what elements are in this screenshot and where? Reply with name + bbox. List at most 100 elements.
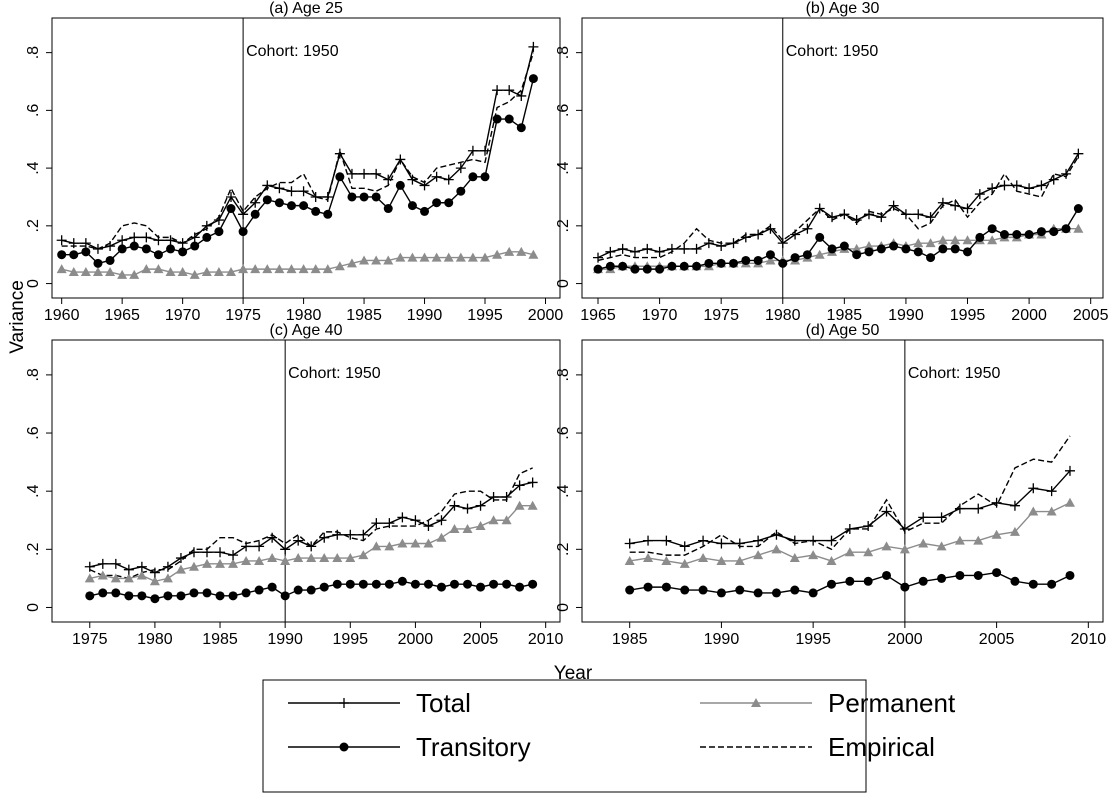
data-point [844,547,855,557]
data-point [476,582,486,592]
data-point [332,579,342,589]
y-tick-label: .2 [25,219,42,232]
data-point [444,198,454,208]
data-point [117,244,127,254]
data-point [262,264,273,274]
data-point [630,264,640,274]
data-point [814,249,825,259]
data-point [624,538,635,549]
data-point [826,555,837,565]
data-point [345,579,355,589]
data-point [987,235,998,245]
data-point [201,267,212,277]
data-point [346,168,357,179]
data-point [515,582,525,592]
data-point [80,238,91,249]
x-tick-label: 1990 [407,307,443,324]
data-point [176,591,186,601]
data-point [92,243,103,254]
data-point [202,232,212,242]
data-point [488,491,499,502]
data-point [973,503,984,514]
data-point [888,200,899,211]
panel-title: (b) Age 30 [806,0,880,17]
legend-label: Transitory [416,732,531,762]
x-tick-label: 1995 [332,631,368,648]
data-point [844,523,855,534]
data-point [527,500,538,510]
data-point [149,567,160,578]
data-point [629,246,640,257]
data-point [827,212,838,223]
data-point [661,535,672,546]
data-point [165,235,176,246]
y-tick-label: .6 [555,104,572,117]
data-point [765,250,775,260]
data-point [298,186,309,197]
data-point [679,261,689,271]
data-point [605,261,615,271]
data-point [504,85,515,96]
data-point [1009,526,1020,536]
data-point [57,250,67,260]
data-point [250,264,261,274]
data-point [456,186,466,196]
data-point [753,550,764,560]
data-point [1046,486,1057,497]
data-point [449,500,460,511]
y-tick-label: .4 [555,484,572,497]
plot-frame [581,17,1104,299]
data-point [991,529,1002,539]
data-point [371,168,382,179]
data-point [423,538,434,548]
data-point [306,541,317,552]
data-point [661,555,672,565]
data-point [698,553,709,563]
x-tick-label: 2000 [887,631,923,648]
data-point [423,579,433,589]
x-tick-label: 1990 [704,631,740,648]
data-point [286,264,297,274]
data-point [383,255,394,265]
data-point [642,264,652,274]
data-point [56,264,67,274]
data-point [358,550,369,560]
legend-label: Empirical [828,732,935,762]
data-point [962,235,973,245]
x-tick-label: 1990 [267,631,303,648]
data-point [899,544,910,554]
data-point [267,553,278,563]
data-point [528,41,539,52]
data-point [462,503,473,514]
data-point [516,123,526,133]
data-point [852,250,862,260]
data-point [826,535,837,546]
data-point [716,538,727,549]
data-point [189,588,199,598]
data-point [431,252,442,262]
data-point [876,212,887,223]
data-point [728,238,739,249]
data-point [1009,500,1020,511]
data-point [999,180,1010,191]
data-point [492,85,503,96]
data-point [501,515,512,525]
data-point [175,564,186,574]
cohort-label: Cohort: 1950 [786,43,879,60]
data-point [716,258,726,268]
data-point [863,241,874,251]
data-point [395,180,405,190]
data-point [987,224,997,234]
data-point [153,250,163,260]
data-point [241,541,252,552]
data-point [371,255,382,265]
data-point [954,503,965,514]
data-point [734,538,745,549]
data-point [643,553,654,563]
data-point [410,538,421,548]
data-point [1061,224,1071,234]
data-point [188,561,199,571]
data-point [137,591,147,601]
data-point [790,585,800,595]
